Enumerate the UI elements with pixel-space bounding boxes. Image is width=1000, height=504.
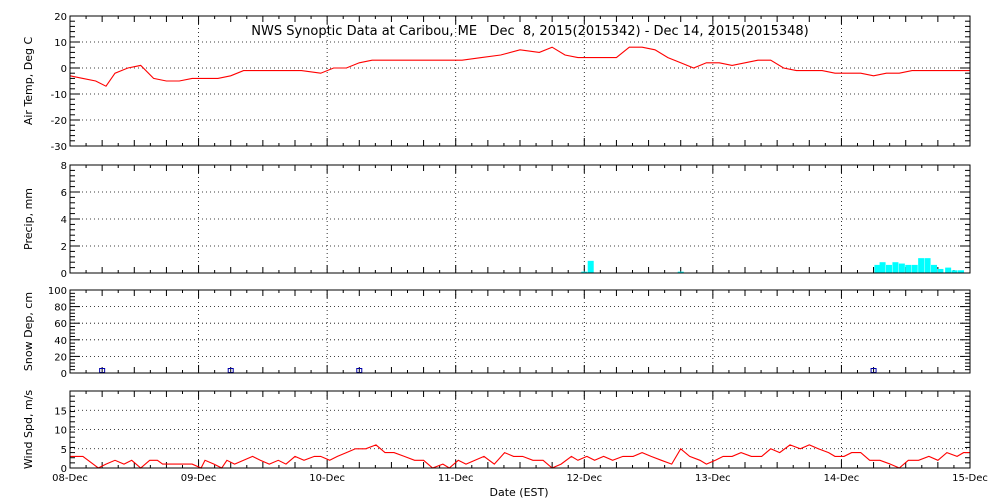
y-tick-label-air_temp: -30	[51, 142, 67, 153]
y-tick-label-air_temp: 10	[54, 38, 67, 49]
y-tick-label-wind_speed: 5	[61, 445, 67, 456]
panel-wind_speed: 15 10 5 0 Wind Spd, m/s	[22, 390, 971, 475]
precip-bar	[581, 271, 588, 273]
x-tick-label: 13-Dec	[695, 473, 731, 484]
precip-bar	[931, 264, 937, 273]
precip-bar	[905, 264, 912, 273]
x-tick-label: 09-Dec	[181, 473, 217, 484]
precip-bar	[677, 271, 684, 273]
y-tick-label-wind_speed: 15	[54, 406, 67, 417]
y-tick-label-air_temp: -10	[51, 90, 67, 101]
y-axis-label-wind_speed: Wind Spd, m/s	[22, 390, 35, 470]
y-tick-label-snow_depth: 20	[54, 352, 67, 363]
x-tick-label: 11-Dec	[438, 473, 474, 484]
chart-title: NWS Synoptic Data at Caribou, ME Dec 8, …	[251, 24, 809, 39]
panel-snow_depth: 100 80 60 40 20 0 Snow Dep, cm	[22, 286, 971, 380]
precip-bar	[951, 270, 958, 273]
precip-bar	[886, 264, 892, 273]
panel-frame-air_temp	[69, 15, 971, 147]
x-tick-label: 12-Dec	[566, 473, 602, 484]
panel-frame-wind_speed	[69, 390, 971, 469]
y-tick-label-precip: 4	[61, 215, 67, 226]
y-tick-label-snow_depth: 100	[48, 286, 67, 297]
precip-bar	[911, 264, 918, 273]
x-axis-label: Date (EST)	[489, 486, 548, 499]
y-axis-label-snow_depth: Snow Dep, cm	[22, 292, 35, 371]
y-tick-label-air_temp: 20	[54, 12, 67, 23]
y-tick-label-precip: 6	[61, 188, 67, 199]
precip-bar	[874, 264, 881, 273]
y-tick-label-air_temp: 0	[61, 64, 67, 75]
precip-bar	[892, 262, 899, 273]
y-tick-label-wind_speed: 0	[61, 464, 67, 475]
precip-bar	[945, 267, 952, 273]
y-tick-label-snow_depth: 60	[54, 319, 67, 330]
y-tick-label-wind_speed: 10	[54, 426, 67, 437]
y-tick-label-snow_depth: 80	[54, 303, 67, 314]
y-axis-label-precip: Precip, mm	[22, 188, 35, 250]
precip-bar	[937, 268, 944, 273]
panel-frame-snow_depth	[69, 289, 971, 374]
y-axis-label-air_temp: Air Temp, Deg C	[22, 37, 35, 126]
y-tick-label-snow_depth: 0	[61, 369, 67, 380]
precip-bar	[958, 270, 964, 273]
x-tick-label: 14-Dec	[824, 473, 860, 484]
y-tick-label-precip: 2	[61, 242, 67, 253]
x-tick-label: 10-Dec	[309, 473, 345, 484]
precip-bar	[898, 263, 905, 273]
y-tick-label-precip: 8	[61, 161, 67, 172]
x-tick-label: 15-Dec	[952, 473, 988, 484]
precip-bar	[918, 258, 925, 273]
y-tick-label-snow_depth: 40	[54, 336, 67, 347]
y-tick-label-precip: 0	[61, 269, 67, 280]
wind_speed-line	[70, 444, 970, 469]
panel-air_temp: 20 10 0 -10 -20 -30 Air Temp, Deg C	[22, 12, 971, 153]
precip-bar	[924, 258, 931, 273]
precip-bar	[587, 260, 594, 273]
panel-precip: 8 6 4 2 0 Precip, mm	[22, 161, 971, 280]
panel-frame-precip	[69, 164, 971, 274]
air_temp-line	[69, 46, 970, 87]
precip-bar	[879, 262, 886, 273]
y-tick-label-air_temp: -20	[51, 116, 67, 127]
x-tick-label: 08-Dec	[52, 473, 88, 484]
